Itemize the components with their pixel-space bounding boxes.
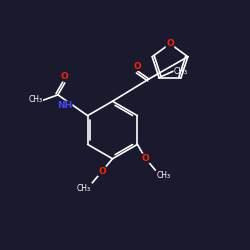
Text: O: O [142, 154, 150, 163]
Text: CH₃: CH₃ [174, 67, 188, 76]
Text: CH₃: CH₃ [156, 171, 170, 180]
Text: O: O [98, 167, 106, 176]
Text: CH₃: CH₃ [28, 96, 42, 104]
Text: CH₃: CH₃ [77, 184, 91, 193]
Text: NH: NH [57, 101, 72, 110]
Text: O: O [166, 39, 174, 48]
Text: O: O [61, 72, 69, 81]
Text: O: O [134, 62, 141, 70]
